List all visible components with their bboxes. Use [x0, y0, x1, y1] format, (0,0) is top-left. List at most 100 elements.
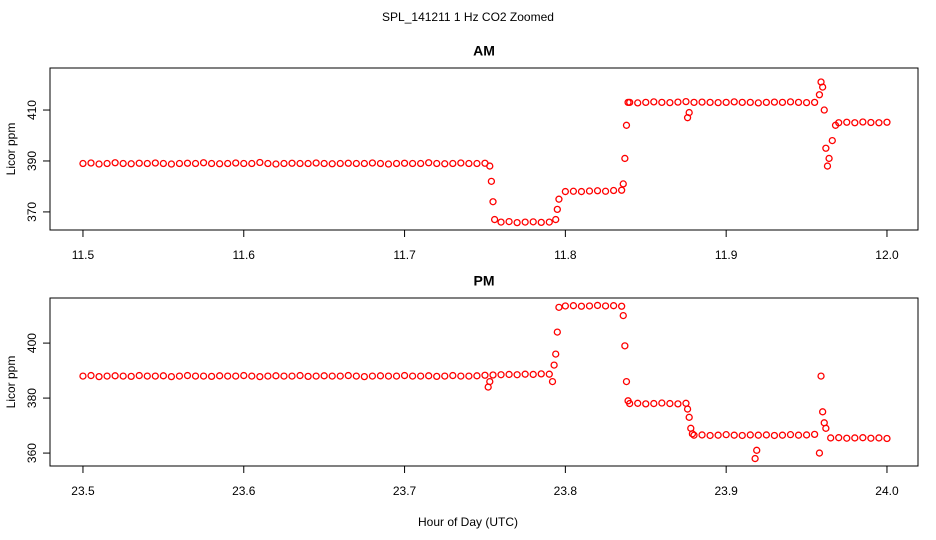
data-point — [650, 98, 658, 106]
data-point — [626, 98, 634, 107]
data-point — [376, 372, 385, 380]
data-point — [666, 98, 674, 107]
data-point — [103, 372, 111, 380]
data-point — [433, 372, 441, 381]
y-tick-label: 390 — [25, 151, 39, 171]
data-point — [240, 371, 248, 380]
data-point — [360, 159, 369, 168]
data-point — [754, 431, 762, 439]
data-point — [328, 160, 336, 168]
data-point — [312, 159, 320, 167]
data-point — [135, 371, 143, 380]
data-point — [384, 160, 393, 168]
x-tick-label: 23.8 — [554, 484, 578, 498]
data-point — [143, 159, 151, 168]
data-point — [786, 431, 795, 439]
x-tick-label: 11.6 — [233, 248, 256, 262]
data-point — [548, 377, 557, 386]
data-point — [312, 372, 320, 380]
data-point — [87, 371, 95, 380]
data-point — [490, 215, 499, 224]
data-point — [248, 372, 256, 380]
data-point — [550, 361, 558, 369]
data-point — [626, 399, 634, 408]
data-point — [199, 372, 208, 380]
data-point — [95, 372, 103, 381]
data-point — [143, 372, 151, 380]
data-point — [376, 159, 385, 168]
y-axis-label: Licor ppm — [4, 123, 18, 176]
data-point — [441, 160, 449, 168]
data-point — [828, 136, 836, 145]
data-point — [818, 83, 827, 91]
data-point — [151, 372, 159, 380]
data-point — [843, 434, 851, 442]
data-point — [400, 371, 409, 380]
data-point — [617, 302, 626, 310]
data-point — [360, 372, 369, 381]
data-point — [822, 144, 830, 152]
data-point — [619, 180, 627, 188]
data-point — [619, 311, 627, 320]
data-point — [465, 372, 473, 380]
data-point — [127, 160, 135, 168]
data-point — [400, 159, 409, 167]
data-point — [215, 160, 224, 168]
data-point — [658, 98, 666, 107]
data-point — [368, 159, 377, 167]
data-point — [449, 371, 457, 380]
data-point — [408, 372, 417, 380]
data-point — [87, 159, 95, 167]
data-point — [835, 119, 843, 127]
data-point — [609, 186, 618, 195]
data-point — [240, 159, 248, 168]
data-point — [650, 399, 658, 408]
x-tick-label: 24.0 — [875, 484, 899, 498]
data-point — [698, 98, 706, 106]
data-point — [714, 98, 722, 107]
data-point — [352, 159, 360, 168]
data-point — [622, 377, 631, 386]
data-point — [497, 218, 505, 226]
data-point — [690, 431, 698, 439]
data-point — [867, 118, 875, 127]
data-point — [384, 372, 393, 380]
data-point — [320, 159, 328, 168]
data-point — [682, 97, 690, 106]
data-point — [722, 98, 730, 107]
data-point — [818, 408, 827, 416]
data-point — [690, 98, 698, 107]
data-point — [304, 372, 312, 381]
data-point — [698, 431, 706, 439]
data-point — [714, 431, 722, 439]
data-point — [487, 177, 496, 185]
data-point — [191, 372, 200, 380]
data-point — [207, 159, 216, 168]
data-point — [103, 159, 111, 168]
data-point — [111, 372, 119, 380]
data-point — [256, 158, 264, 167]
data-point — [822, 424, 830, 432]
data-point — [416, 159, 425, 168]
data-point — [280, 372, 288, 380]
data-point — [666, 399, 674, 408]
data-point — [674, 400, 682, 408]
data-point — [272, 160, 280, 168]
data-point — [224, 372, 232, 380]
data-point — [642, 400, 650, 408]
data-point — [489, 371, 497, 379]
y-tick-label: 360 — [25, 443, 39, 463]
data-point — [264, 159, 272, 168]
data-point — [79, 159, 87, 168]
data-point — [529, 370, 537, 379]
data-point — [513, 218, 521, 227]
data-point — [820, 106, 828, 114]
data-point — [473, 372, 481, 380]
y-tick-label: 400 — [25, 333, 39, 353]
data-point — [746, 431, 754, 439]
data-point — [529, 218, 537, 226]
data-point — [545, 370, 553, 378]
data-point — [159, 159, 168, 168]
data-point — [521, 218, 529, 226]
x-tick-label: 23.5 — [71, 484, 95, 498]
